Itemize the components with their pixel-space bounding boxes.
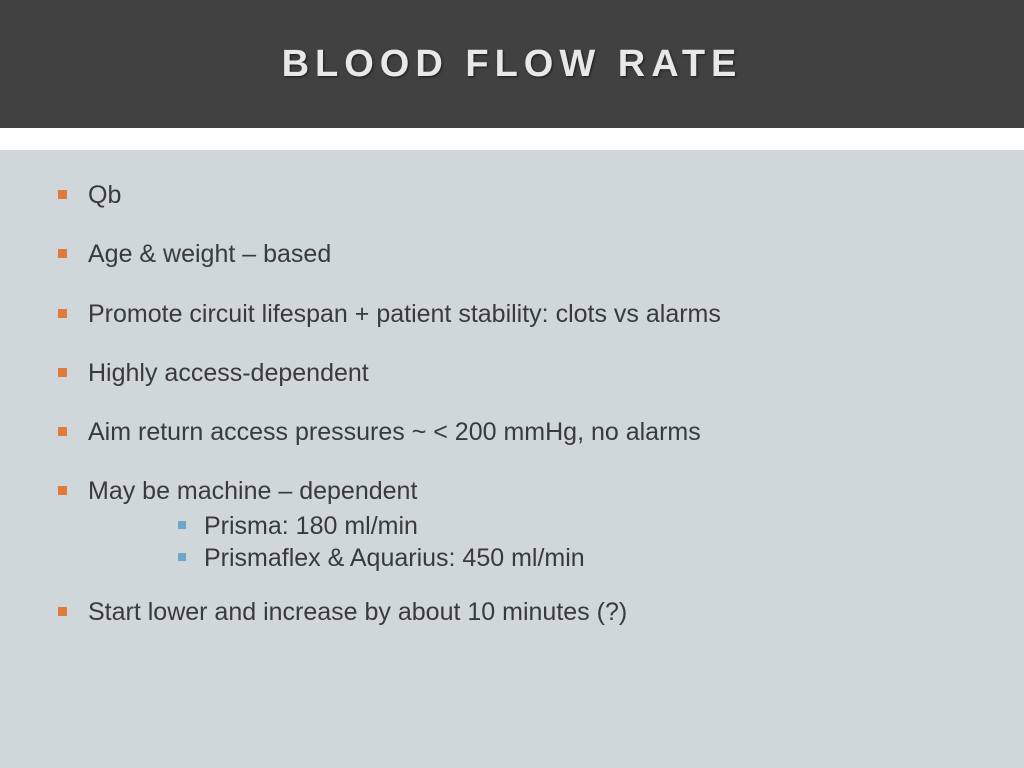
title-bar: BLOOD FLOW RATE: [0, 0, 1024, 128]
sub-bullet-list: Prisma: 180 ml/min Prismaflex & Aquarius…: [178, 510, 986, 575]
bullet-item: Promote circuit lifespan + patient stabi…: [58, 299, 986, 330]
slide: BLOOD FLOW RATE Qb Age & weight – based …: [0, 0, 1024, 768]
bullet-text: May be machine – dependent: [88, 477, 417, 505]
bullet-item: Start lower and increase by about 10 min…: [58, 597, 986, 628]
bullet-item: May be machine – dependent Prisma: 180 m…: [58, 476, 986, 574]
title-gap: [0, 128, 1024, 150]
slide-content: Qb Age & weight – based Promote circuit …: [0, 150, 1024, 768]
bullet-item: Qb: [58, 180, 986, 211]
bullet-item: Aim return access pressures ~ < 200 mmHg…: [58, 417, 986, 448]
bullet-list: Qb Age & weight – based Promote circuit …: [58, 180, 986, 628]
bullet-item: Age & weight – based: [58, 239, 986, 270]
bullet-item: Highly access-dependent: [58, 358, 986, 389]
sub-bullet-item: Prismaflex & Aquarius: 450 ml/min: [178, 542, 986, 575]
sub-bullet-item: Prisma: 180 ml/min: [178, 510, 986, 543]
slide-title: BLOOD FLOW RATE: [282, 43, 743, 86]
